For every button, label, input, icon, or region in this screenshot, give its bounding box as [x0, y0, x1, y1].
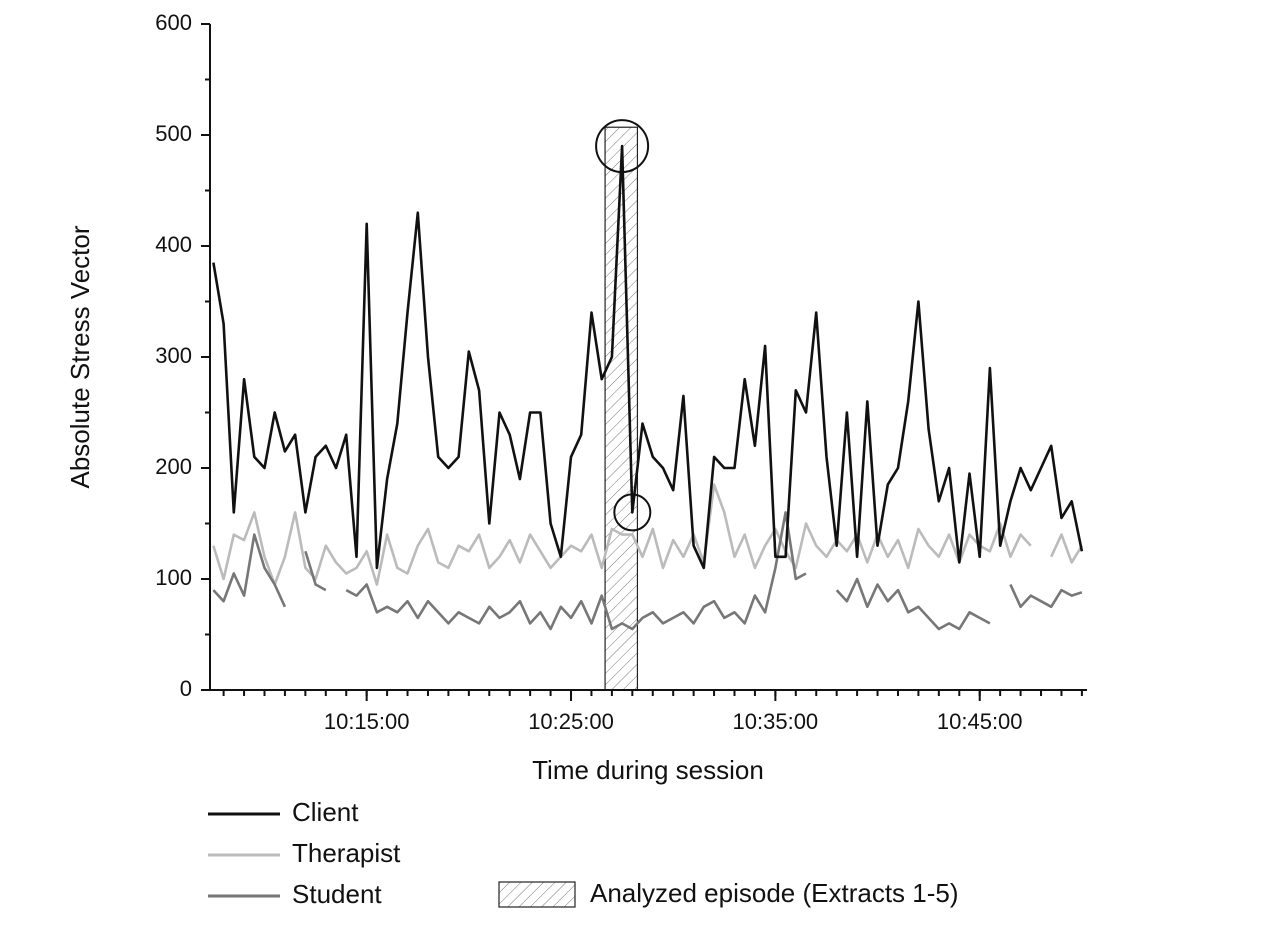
series-line	[212, 483, 1084, 586]
highlight-circle	[595, 119, 650, 174]
highlight-circle	[613, 493, 652, 532]
x-tick-label: 10:35:00	[733, 709, 819, 734]
x-tick-label: 10:45:00	[937, 709, 1023, 734]
series-line	[212, 144, 1084, 570]
y-tick-label: 200	[155, 454, 192, 479]
y-tick-label: 500	[155, 121, 192, 146]
y-axis-title: Absolute Stress Vector	[65, 225, 95, 488]
legend-label: Therapist	[292, 838, 401, 868]
y-tick-label: 400	[155, 232, 192, 257]
x-tick-label: 10:25:00	[528, 709, 614, 734]
y-tick-label: 600	[155, 10, 192, 35]
y-tick-label: 0	[180, 676, 192, 701]
y-tick-label: 100	[155, 565, 192, 590]
legend-label: Student	[292, 879, 382, 909]
legend-label: Analyzed episode (Extracts 1-5)	[590, 878, 959, 908]
series-line	[212, 511, 1083, 631]
y-tick-label: 300	[155, 343, 192, 368]
analyzed-episode	[604, 126, 639, 691]
x-axis-title: Time during session	[532, 755, 764, 785]
legend-label: Client	[292, 797, 359, 827]
legend-swatch	[498, 881, 576, 908]
x-tick-label: 10:15:00	[324, 709, 410, 734]
